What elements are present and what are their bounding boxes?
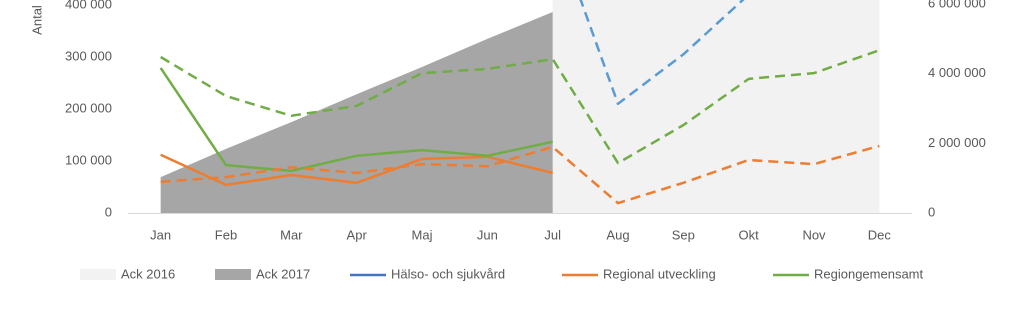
x-tick-label: Jun <box>477 227 498 242</box>
plot-area <box>159 0 880 213</box>
x-tick-label: Nov <box>802 227 826 242</box>
y-axis-title: Antal <box>29 5 44 35</box>
line <box>159 67 553 173</box>
legend-label: Hälso- och sjukvård <box>391 266 505 281</box>
x-tick-label: Dec <box>868 227 892 242</box>
y2-tick-label: 2 000 000 <box>928 135 986 150</box>
y-tick-label: 400 000 <box>65 0 112 11</box>
x-tick-label: Jul <box>544 227 561 242</box>
y-tick-label: 300 000 <box>65 48 112 63</box>
dashed-line <box>160 49 880 165</box>
x-tick-label: Feb <box>215 227 237 242</box>
y2-tick-label: 0 <box>928 204 935 219</box>
x-tick-label: Maj <box>412 227 433 242</box>
y2-tick-label: 4 000 000 <box>928 65 986 80</box>
legend-label: Regiongemensamt <box>814 266 924 281</box>
area <box>552 0 880 213</box>
legend-label: Ack 2017 <box>256 266 310 281</box>
y-tick-label: 0 <box>105 204 112 219</box>
area <box>160 12 553 213</box>
legend-swatch <box>80 269 116 280</box>
y-tick-label: 100 000 <box>65 152 112 167</box>
y-tick-label: 200 000 <box>65 100 112 115</box>
x-tick-label: Sep <box>672 227 695 242</box>
legend-label: Ack 2016 <box>121 266 175 281</box>
x-tick-label: Apr <box>347 227 368 242</box>
dashed-line <box>160 144 880 205</box>
dashed-line <box>579 0 745 106</box>
x-tick-label: Jan <box>150 227 171 242</box>
x-tick-label: Okt <box>739 227 760 242</box>
x-tick-label: Mar <box>280 227 303 242</box>
legend-swatch <box>215 269 251 280</box>
legend-label: Regional utveckling <box>603 266 716 281</box>
y2-tick-label: 6 000 000 <box>928 0 986 10</box>
x-tick-label: Aug <box>606 227 629 242</box>
